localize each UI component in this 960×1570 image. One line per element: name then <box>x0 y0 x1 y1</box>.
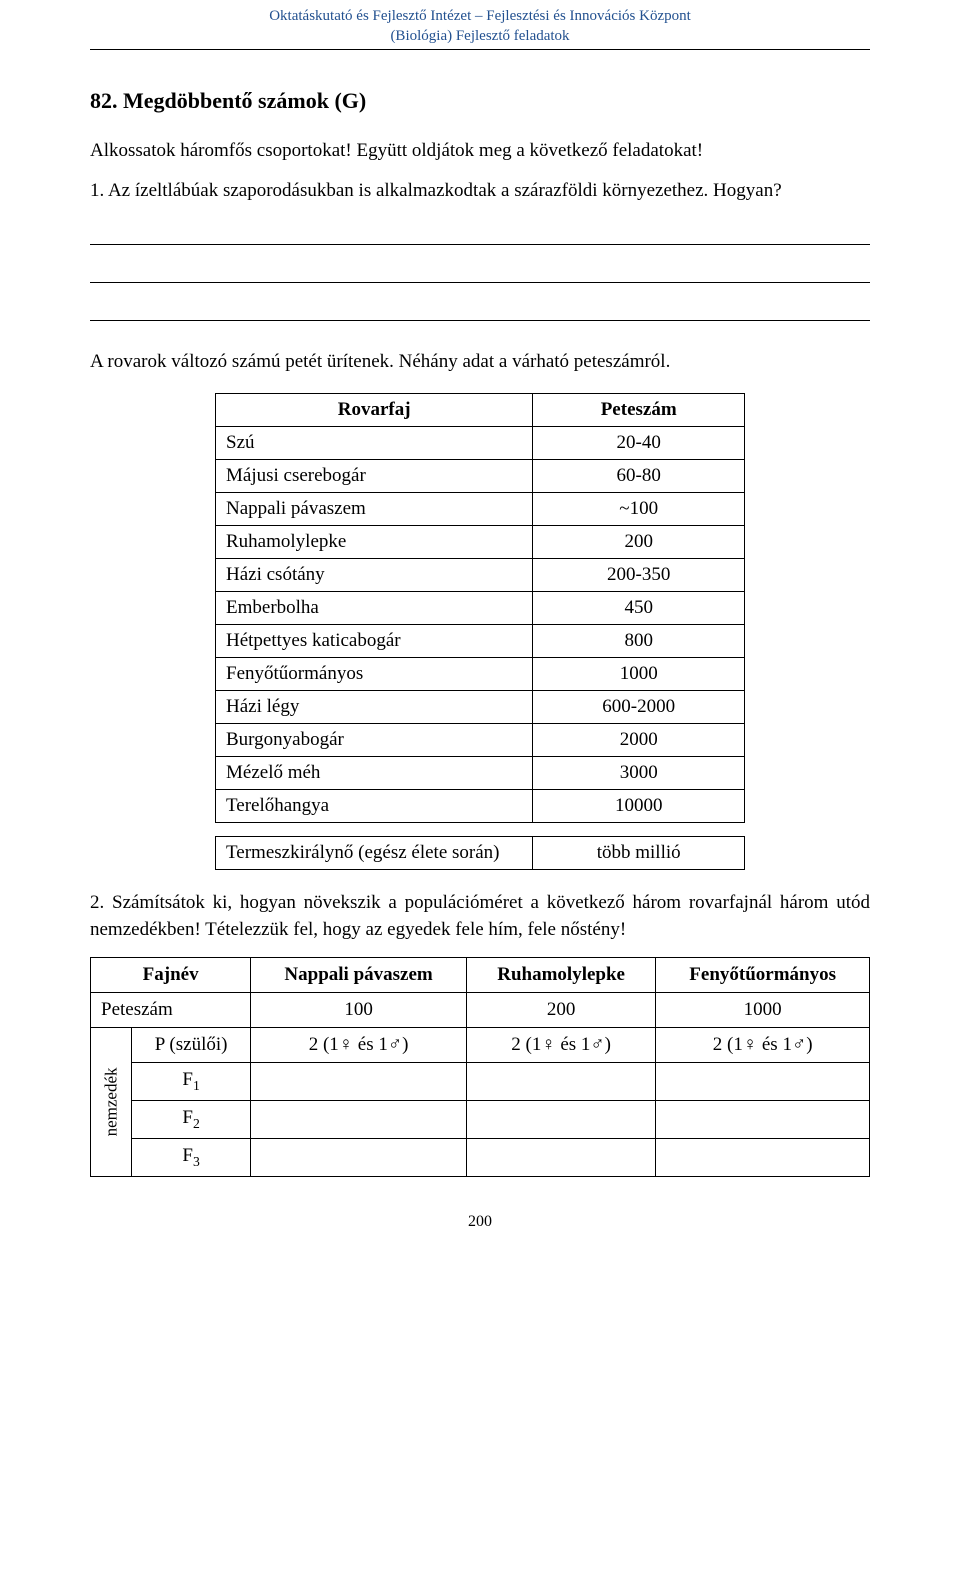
table-row: Terelőhangya10000 <box>216 790 745 823</box>
generation-row: F1 <box>91 1063 870 1101</box>
generation-cell[interactable] <box>251 1101 467 1139</box>
eggcount-cell: több millió <box>533 837 745 870</box>
header-line-1: Oktatáskutató és Fejlesztő Intézet – Fej… <box>90 6 870 26</box>
t2-row-petes-v3: 1000 <box>656 993 870 1028</box>
lead-paragraph-2: A rovarok változó számú petét ürítenek. … <box>90 349 870 376</box>
table-row: Házi csótány200-350 <box>216 559 745 592</box>
generation-side-label: nemzedék <box>91 1028 132 1176</box>
page-number: 200 <box>90 1213 870 1231</box>
eggcount-cell: 200-350 <box>533 559 745 592</box>
t2-head-sp2: Ruhamolylepke <box>466 958 655 993</box>
t2-row-petes-label: Peteszám <box>91 993 251 1028</box>
t2-head-sp3: Fenyőtűormányos <box>656 958 870 993</box>
eggcount-cell: 1000 <box>533 658 745 691</box>
answer-blank-line[interactable] <box>90 219 870 245</box>
species-cell: Hétpettyes katicabogár <box>216 625 533 658</box>
generation-row: F3 <box>91 1139 870 1177</box>
t2-row-petes-v1: 100 <box>251 993 467 1028</box>
generation-cell[interactable] <box>251 1063 467 1101</box>
species-cell: Szú <box>216 427 533 460</box>
eggcount-cell: ~100 <box>533 493 745 526</box>
species-cell: Ruhamolylepke <box>216 526 533 559</box>
table-row: Házi légy600-2000 <box>216 691 745 724</box>
t2-head-sp1: Nappali pávaszem <box>251 958 467 993</box>
t2-row-petes-v2: 200 <box>466 993 655 1028</box>
eggcount-cell: 20-40 <box>533 427 745 460</box>
question-1: 1. Az ízeltlábúak szaporodásukban is alk… <box>90 178 870 205</box>
eggcount-cell: 800 <box>533 625 745 658</box>
generation-cell: 2 (1♀ és 1♂) <box>251 1028 467 1063</box>
eggcount-cell: 2000 <box>533 724 745 757</box>
generation-row: nemzedékP (szülői)2 (1♀ és 1♂)2 (1♀ és 1… <box>91 1028 870 1063</box>
species-egg-table-wrap: Rovarfaj Peteszám Szú20-40Májusi cserebo… <box>215 393 745 870</box>
page: Oktatáskutató és Fejlesztő Intézet – Fej… <box>0 0 960 1261</box>
generation-cell[interactable] <box>656 1101 870 1139</box>
species-cell: Nappali pávaszem <box>216 493 533 526</box>
species-cell: Házi csótány <box>216 559 533 592</box>
table-row: Mézelő méh3000 <box>216 757 745 790</box>
generation-label: P (szülői) <box>132 1028 251 1063</box>
generation-cell[interactable] <box>466 1063 655 1101</box>
generation-label: F1 <box>132 1063 251 1101</box>
document-header: Oktatáskutató és Fejlesztő Intézet – Fej… <box>90 0 870 50</box>
section-title: 82. Megdöbbentő számok (G) <box>90 88 870 114</box>
species-cell: Burgonyabogár <box>216 724 533 757</box>
generation-cell[interactable] <box>656 1139 870 1177</box>
answer-blank-line[interactable] <box>90 257 870 283</box>
generation-cell[interactable] <box>251 1139 467 1177</box>
species-cell: Májusi cserebogár <box>216 460 533 493</box>
header-line-2: (Biológia) Fejlesztő feladatok <box>90 26 870 46</box>
intro-text: Alkossatok háromfős csoportokat! Együtt … <box>90 138 870 165</box>
generation-cell: 2 (1♀ és 1♂) <box>656 1028 870 1063</box>
species-cell: Terelőhangya <box>216 790 533 823</box>
generation-cell[interactable] <box>656 1063 870 1101</box>
species-cell: Házi légy <box>216 691 533 724</box>
table-row: Hétpettyes katicabogár800 <box>216 625 745 658</box>
generation-row: F2 <box>91 1101 870 1139</box>
table-row: Termeszkirálynő (egész élete során)több … <box>216 837 745 870</box>
species-cell: Termeszkirálynő (egész élete során) <box>216 837 533 870</box>
table-row: Emberbolha450 <box>216 592 745 625</box>
question-2: 2. Számítsátok ki, hogyan növekszik a po… <box>90 890 870 943</box>
table1-col-species: Rovarfaj <box>216 394 533 427</box>
eggcount-cell: 60-80 <box>533 460 745 493</box>
table1-col-eggs: Peteszám <box>533 394 745 427</box>
generation-table: Fajnév Nappali pávaszem Ruhamolylepke Fe… <box>90 957 870 1176</box>
table-row: Májusi cserebogár60-80 <box>216 460 745 493</box>
species-cell: Emberbolha <box>216 592 533 625</box>
species-egg-table: Rovarfaj Peteszám Szú20-40Májusi cserebo… <box>215 393 745 870</box>
table-row: Nappali pávaszem~100 <box>216 493 745 526</box>
generation-label: F2 <box>132 1101 251 1139</box>
generation-cell: 2 (1♀ és 1♂) <box>466 1028 655 1063</box>
eggcount-cell: 450 <box>533 592 745 625</box>
species-cell: Fenyőtűormányos <box>216 658 533 691</box>
table-row: Szú20-40 <box>216 427 745 460</box>
eggcount-cell: 3000 <box>533 757 745 790</box>
table-row: Ruhamolylepke200 <box>216 526 745 559</box>
table-row: Burgonyabogár2000 <box>216 724 745 757</box>
generation-label: F3 <box>132 1139 251 1177</box>
table-row: Fenyőtűormányos1000 <box>216 658 745 691</box>
generation-cell[interactable] <box>466 1139 655 1177</box>
species-cell: Mézelő méh <box>216 757 533 790</box>
eggcount-cell: 10000 <box>533 790 745 823</box>
eggcount-cell: 200 <box>533 526 745 559</box>
answer-blank-line[interactable] <box>90 295 870 321</box>
generation-cell[interactable] <box>466 1101 655 1139</box>
eggcount-cell: 600-2000 <box>533 691 745 724</box>
t2-head-fajnev: Fajnév <box>91 958 251 993</box>
